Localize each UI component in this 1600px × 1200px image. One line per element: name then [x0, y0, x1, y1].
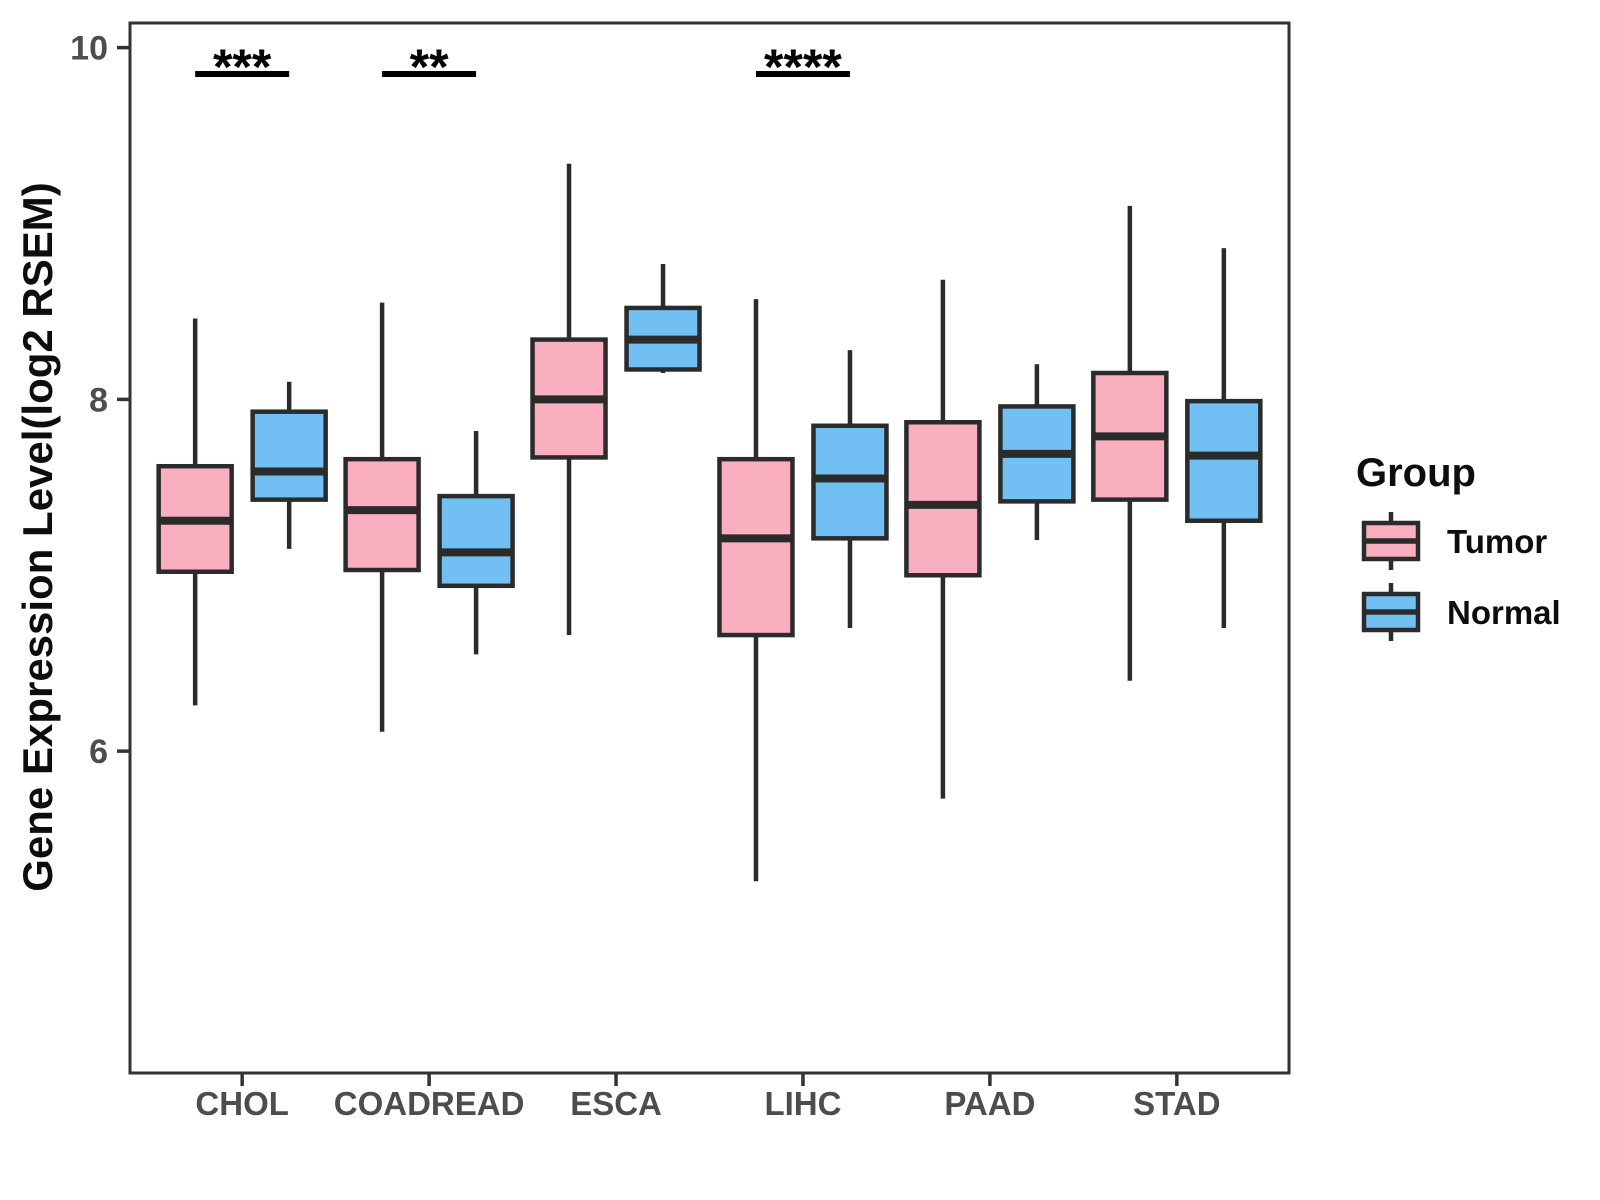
x-axis: CHOL COADREAD ESCA LIHC PAAD STAD	[195, 1073, 1221, 1122]
box-normal-STAD	[1185, 398, 1263, 523]
y-axis: 6 8 10	[70, 30, 130, 771]
legend-entry-label: Normal	[1447, 594, 1561, 631]
box-normal-COADREAD	[437, 493, 515, 589]
x-tick-label: STAD	[1133, 1085, 1220, 1122]
significance-annotations: *** ** ****	[195, 39, 850, 95]
x-tick-label: ESCA	[570, 1085, 662, 1122]
y-tick-label: 6	[89, 733, 108, 771]
legend: Group Tumor Normal	[1356, 451, 1561, 641]
legend-entry-label: Tumor	[1447, 523, 1547, 560]
boxplot-series	[156, 163, 1263, 882]
legend-entries: Tumor Normal	[1361, 512, 1561, 641]
box-tumor-COADREAD	[343, 456, 421, 573]
y-tick-label: 10	[70, 30, 108, 68]
significance-stars-COADREAD: **	[410, 39, 449, 95]
box-normal-CHOL	[250, 409, 328, 502]
x-tick-label: CHOL	[195, 1085, 289, 1122]
significance-stars-LIHC: ****	[764, 39, 842, 95]
y-axis-title: Gene Expression Level(log2 RSEM)	[14, 182, 61, 892]
legend-entry-tumor: Tumor	[1361, 512, 1547, 570]
x-tick-label: LIHC	[764, 1085, 841, 1122]
box-tumor-LIHC	[717, 456, 795, 638]
x-tick-label: COADREAD	[334, 1085, 525, 1122]
x-tick-label: PAAD	[944, 1085, 1035, 1122]
legend-title: Group	[1356, 451, 1476, 495]
box-tumor-PAAD	[904, 419, 982, 578]
legend-entry-normal: Normal	[1361, 583, 1561, 641]
y-tick-label: 8	[89, 381, 108, 419]
significance-stars-CHOL: ***	[213, 39, 272, 95]
plot-panel	[128, 21, 1291, 1075]
